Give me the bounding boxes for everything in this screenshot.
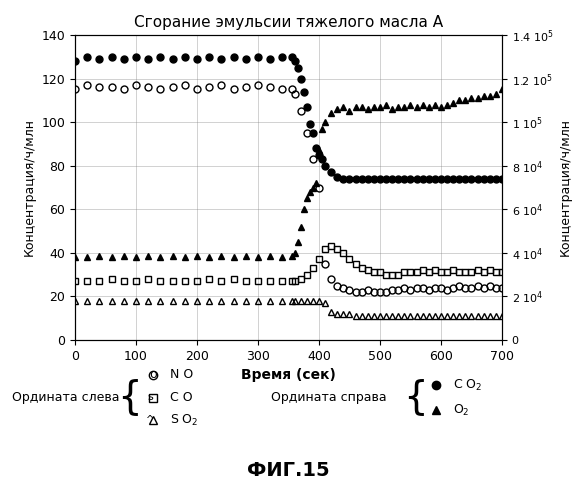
- Text: C O: C O: [170, 391, 193, 404]
- Y-axis label: Концентрация/ч/млн: Концентрация/ч/млн: [23, 118, 36, 256]
- Text: o: o: [149, 368, 157, 382]
- Text: N O: N O: [170, 368, 193, 382]
- Text: O$_2$: O$_2$: [453, 402, 470, 417]
- Text: {: {: [403, 378, 428, 416]
- X-axis label: Время (сек): Время (сек): [241, 368, 336, 382]
- Title: Сгорание эмульсии тяжелого масла А: Сгорание эмульсии тяжелого масла А: [134, 14, 443, 30]
- Text: Ордината слева: Ордината слева: [12, 391, 119, 404]
- Text: {: {: [118, 378, 142, 416]
- Text: Ордината справа: Ордината справа: [271, 391, 387, 404]
- Y-axis label: Концентрация/ч/млн: Концентрация/ч/млн: [559, 118, 572, 256]
- Text: ФИГ.15: ФИГ.15: [247, 460, 330, 479]
- Text: S O$_2$: S O$_2$: [170, 412, 198, 428]
- Text: ^: ^: [146, 415, 154, 425]
- Text: C O$_2$: C O$_2$: [453, 378, 482, 392]
- Text: s: s: [147, 392, 153, 402]
